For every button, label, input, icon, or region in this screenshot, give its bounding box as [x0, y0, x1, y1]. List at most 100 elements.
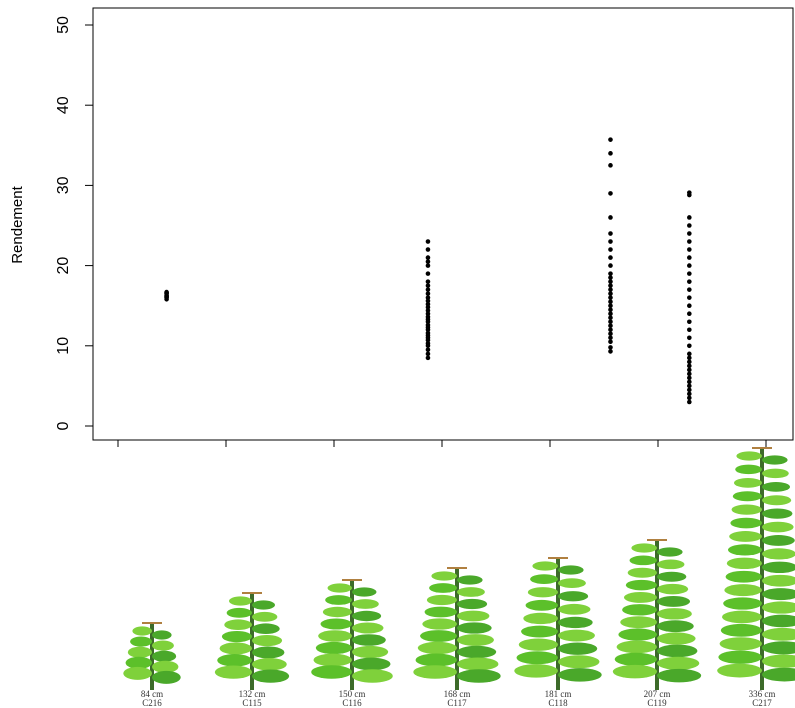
- point: [425, 301, 431, 307]
- leaf: [657, 571, 687, 582]
- leaf: [629, 555, 657, 566]
- point: [425, 247, 431, 252]
- leaf: [717, 663, 762, 678]
- point: [608, 287, 613, 292]
- leaf: [417, 641, 457, 655]
- point: [687, 335, 692, 341]
- point: [425, 295, 431, 300]
- leaf: [657, 620, 694, 633]
- leaf: [429, 583, 458, 593]
- point: [608, 263, 613, 268]
- point: [608, 215, 613, 220]
- leaf: [720, 623, 763, 637]
- plant-height: 181 cm: [545, 689, 572, 699]
- point: [425, 283, 431, 288]
- leaf: [413, 665, 457, 679]
- point: [608, 255, 613, 260]
- leaf: [734, 477, 762, 488]
- leaf: [125, 656, 152, 669]
- point: [687, 383, 692, 389]
- leaf: [132, 626, 153, 636]
- plant-code: C116: [342, 698, 362, 708]
- leaf: [457, 634, 494, 646]
- leaf: [622, 604, 658, 616]
- leaf: [514, 664, 559, 678]
- point: [164, 289, 169, 295]
- leaf: [558, 565, 584, 575]
- leaf: [214, 665, 252, 679]
- leaf: [762, 614, 795, 628]
- leaf: [762, 654, 795, 668]
- point: [687, 371, 692, 377]
- leaf: [457, 587, 485, 597]
- plant: [514, 557, 602, 690]
- leaf: [252, 669, 290, 683]
- leaf: [620, 616, 657, 629]
- y-tick-label: 50: [55, 16, 72, 34]
- leaf: [558, 603, 591, 615]
- point: [687, 247, 692, 252]
- plant-height: 336 cm: [749, 689, 776, 699]
- leaf: [322, 606, 352, 618]
- leaf: [518, 638, 559, 651]
- leaf: [352, 599, 379, 609]
- leaf: [631, 543, 657, 553]
- point: [608, 311, 613, 317]
- leaf: [313, 653, 353, 667]
- leaf: [426, 594, 457, 606]
- leaf: [457, 610, 490, 622]
- point: [425, 239, 431, 244]
- plant-height: 168 cm: [444, 689, 471, 699]
- leaf: [127, 646, 152, 658]
- point: [687, 375, 692, 381]
- leaf: [252, 657, 287, 671]
- point: [425, 341, 431, 346]
- plant-code: C119: [647, 698, 667, 708]
- leaf: [252, 634, 283, 647]
- leaf: [252, 611, 278, 622]
- leaf: [457, 657, 499, 671]
- point: [687, 391, 692, 397]
- point: [425, 330, 431, 336]
- leaf: [123, 666, 152, 680]
- leaf: [718, 650, 762, 664]
- leaf: [152, 660, 179, 673]
- leaf: [558, 655, 600, 669]
- point: [608, 303, 613, 309]
- point: [687, 231, 692, 236]
- plant: [311, 579, 393, 690]
- leaf: [762, 667, 795, 682]
- leaf: [252, 623, 280, 634]
- leaf: [558, 578, 586, 588]
- leaf: [657, 668, 702, 683]
- leaf: [657, 547, 683, 557]
- leaf: [523, 612, 559, 625]
- leaf: [762, 481, 790, 492]
- leaf: [762, 574, 795, 587]
- point: [687, 387, 692, 393]
- y-tick-label: 0: [55, 421, 72, 430]
- leaf: [217, 653, 252, 667]
- leaf: [457, 645, 497, 659]
- plant-code: C118: [548, 698, 568, 708]
- leaf: [558, 642, 598, 655]
- leaf: [521, 625, 558, 638]
- point: [687, 327, 692, 333]
- point: [608, 191, 613, 196]
- leaf: [729, 531, 762, 542]
- leaf: [616, 640, 657, 654]
- leaf: [762, 588, 795, 601]
- leaf: [420, 630, 457, 642]
- leaf: [723, 597, 762, 610]
- leaf: [627, 567, 657, 578]
- point: [425, 271, 431, 276]
- plant: [717, 447, 795, 690]
- point: [687, 295, 692, 300]
- leaf: [657, 559, 685, 570]
- leaf: [530, 574, 558, 584]
- plant-height: 150 cm: [339, 689, 366, 699]
- leaf: [152, 640, 174, 651]
- leaf: [558, 616, 593, 629]
- point: [425, 291, 431, 296]
- plant-height: 132 cm: [239, 689, 266, 699]
